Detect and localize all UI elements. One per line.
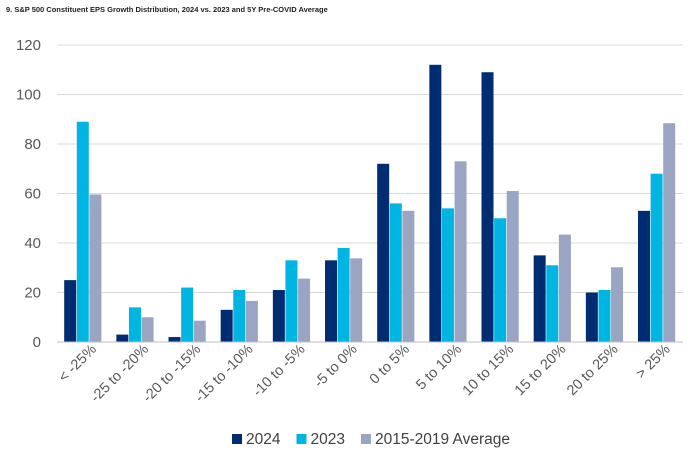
bar-3 <box>611 267 624 342</box>
x-tick-label: -10 to -5% <box>250 341 309 400</box>
y-tick-label: 60 <box>24 186 41 203</box>
bar-1 <box>481 72 494 342</box>
x-tick-label: 10 to 15% <box>460 341 518 399</box>
y-tick-label: 40 <box>24 235 41 252</box>
bar-2 <box>337 247 350 342</box>
bar-1 <box>168 337 181 342</box>
bar-1 <box>638 210 651 342</box>
gridlines <box>57 44 683 293</box>
y-axis-ticks: 0 20 40 60 80 100 120 <box>16 37 41 351</box>
bar-1 <box>585 292 598 342</box>
bar-3 <box>663 123 676 343</box>
x-tick-label: < -25% <box>56 341 100 385</box>
bar-1 <box>220 309 233 342</box>
legend-swatch <box>296 434 307 444</box>
legend-label: 2023 <box>310 431 344 448</box>
y-tick-label: 100 <box>16 87 41 104</box>
bar-1 <box>116 334 129 342</box>
chart-title: 9. S&P 500 Constituent EPS Growth Distri… <box>6 5 328 14</box>
bar-3 <box>298 278 311 342</box>
bar-3 <box>558 234 571 342</box>
bar-1 <box>272 290 285 342</box>
bar-3 <box>454 161 467 342</box>
bar-1 <box>429 64 442 343</box>
bar-1 <box>377 163 390 342</box>
bar-2 <box>389 203 402 342</box>
legend-label: 2024 <box>246 431 281 448</box>
bar-1 <box>64 280 77 342</box>
bar-1 <box>533 255 546 342</box>
bar-2 <box>233 290 246 342</box>
bar-1 <box>325 260 338 342</box>
y-tick-label: 80 <box>24 136 41 153</box>
bar-2 <box>285 260 298 342</box>
x-tick-label: 0 to 5% <box>367 341 413 387</box>
bars <box>64 64 676 343</box>
x-tick-label: -5 to 0% <box>311 341 361 391</box>
legend-swatch <box>360 434 371 444</box>
y-tick-label: 0 <box>33 334 41 351</box>
y-tick-label: 20 <box>24 285 41 302</box>
x-axis-ticks: < -25%-25 to -20%-20 to -15%-15 to -10%-… <box>56 341 674 405</box>
bar-2 <box>76 121 89 342</box>
bar-2 <box>181 287 194 342</box>
bar-2 <box>598 290 611 342</box>
bar-3 <box>506 191 519 342</box>
bar-3 <box>141 317 154 342</box>
bar-2 <box>441 208 454 342</box>
x-tick-label: 15 to 20% <box>512 341 570 399</box>
y-tick-label: 120 <box>16 37 41 54</box>
bar-2 <box>128 307 141 342</box>
bar-3 <box>245 300 258 342</box>
bar-2 <box>546 265 559 342</box>
bar-3 <box>402 210 415 342</box>
bar-3 <box>89 194 102 342</box>
bar-2 <box>650 173 663 342</box>
bar-3 <box>193 320 206 342</box>
bar-2 <box>494 218 507 342</box>
x-tick-label: > 25% <box>633 341 674 382</box>
x-tick-label: 5 to 10% <box>413 341 465 393</box>
bar-3 <box>350 258 363 342</box>
legend: 2024 2023 2015-2019 Average <box>232 431 510 448</box>
x-tick-label: 20 to 25% <box>564 341 622 399</box>
legend-swatch <box>232 434 242 444</box>
legend-label: 2015-2019 Average <box>375 431 510 448</box>
